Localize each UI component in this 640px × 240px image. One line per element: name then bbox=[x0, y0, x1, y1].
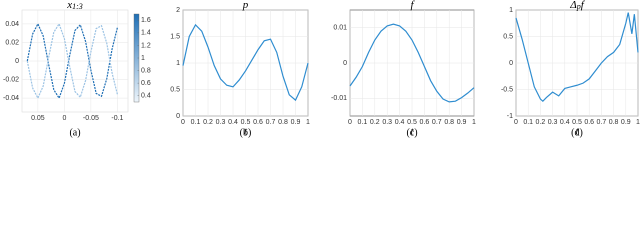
x-tick-label: 0 bbox=[514, 119, 518, 126]
caption: (b) bbox=[240, 127, 252, 138]
chart-title: Δpf bbox=[569, 0, 585, 11]
x-tick-label: 0.3 bbox=[382, 119, 392, 126]
chart-title: p bbox=[242, 0, 249, 11]
y-tick-label: -0.02 bbox=[3, 76, 19, 83]
title-part: f bbox=[581, 0, 586, 11]
title-part: Δ bbox=[569, 0, 576, 11]
x-tick-label: 0 bbox=[62, 115, 66, 122]
y-tick-label: 2 bbox=[176, 7, 180, 14]
x-tick-label: 0.2 bbox=[370, 119, 380, 126]
title-part: p bbox=[576, 2, 581, 11]
x-tick-label: 0.2 bbox=[203, 119, 213, 126]
chart-title: x1:3 bbox=[66, 0, 83, 11]
x-tick-label: 0.9 bbox=[621, 119, 631, 126]
data-line bbox=[26, 22, 118, 100]
y-tick-label: -0.5 bbox=[501, 86, 513, 93]
y-tick-label: 0 bbox=[509, 60, 513, 67]
y-tick-label: 0.01 bbox=[333, 25, 347, 32]
title-part: p bbox=[242, 0, 249, 11]
x-tick-label: 0.1 bbox=[191, 119, 201, 126]
y-tick-label: 1.5 bbox=[170, 33, 180, 40]
x-tick-label: 0.2 bbox=[536, 119, 546, 126]
x-tick-label: 0.5 bbox=[241, 119, 251, 126]
y-tick-label: -0.04 bbox=[3, 95, 19, 102]
x-tick-label: 0.1 bbox=[523, 119, 533, 126]
x-tick-label: 0.05 bbox=[31, 115, 45, 122]
x-tick-label: 0.8 bbox=[278, 119, 288, 126]
data-line bbox=[26, 22, 118, 100]
x-tick-label: 0.6 bbox=[584, 119, 594, 126]
colorbar-tick-label: 0.8 bbox=[141, 67, 151, 74]
x-tick-label: 0.7 bbox=[432, 119, 442, 126]
caption: (c) bbox=[406, 127, 417, 138]
chart-title: f bbox=[410, 0, 415, 11]
title-part: 1:3 bbox=[72, 2, 83, 11]
colorbar-tick-label: 1.6 bbox=[141, 17, 151, 24]
y-tick-label: 0.02 bbox=[5, 39, 19, 46]
y-tick-label: 0.5 bbox=[503, 33, 513, 40]
colorbar-tick-label: 1.4 bbox=[141, 30, 151, 37]
x-tick-label: 0.4 bbox=[395, 119, 405, 126]
x-tick-label: -0.05 bbox=[83, 115, 99, 122]
x-axis-label: t bbox=[575, 126, 579, 138]
y-tick-label: -1 bbox=[507, 113, 513, 120]
y-tick-label: 0.04 bbox=[5, 21, 19, 28]
y-tick-label: 0 bbox=[15, 58, 19, 65]
caption: (a) bbox=[69, 127, 80, 138]
x-tick-label: 0.6 bbox=[253, 119, 263, 126]
x-tick-label: 0.9 bbox=[291, 119, 301, 126]
data-line bbox=[349, 23, 475, 103]
y-tick-label: 1 bbox=[176, 60, 180, 67]
x-tick-label: 0.5 bbox=[407, 119, 417, 126]
x-tick-label: 1 bbox=[636, 119, 640, 126]
x-tick-label: 0.5 bbox=[572, 119, 582, 126]
x-tick-label: 1 bbox=[472, 119, 476, 126]
y-tick-label: -0.01 bbox=[331, 95, 347, 102]
y-tick-label: 1 bbox=[509, 7, 513, 14]
y-tick-label: 0 bbox=[176, 113, 180, 120]
x-tick-label: 0.7 bbox=[597, 119, 607, 126]
x-tick-label: -0.1 bbox=[111, 115, 123, 122]
colorbar-tick-label: 1 bbox=[141, 55, 145, 62]
y-tick-label: 0 bbox=[343, 60, 347, 67]
x-tick-label: 0 bbox=[348, 119, 352, 126]
caption: (d) bbox=[571, 127, 583, 138]
x-tick-label: 0.1 bbox=[358, 119, 368, 126]
colorbar-tick-label: 0.6 bbox=[141, 80, 151, 87]
x-tick-label: 0.9 bbox=[457, 119, 467, 126]
colorbar-tick-label: 1.2 bbox=[141, 42, 151, 49]
x-axis-label: t bbox=[244, 126, 248, 138]
data-line bbox=[515, 12, 639, 102]
colorbar-tick-label: 0.4 bbox=[141, 93, 151, 100]
x-tick-label: 0.6 bbox=[420, 119, 430, 126]
x-tick-label: 1 bbox=[306, 119, 310, 126]
x-tick-label: 0.3 bbox=[216, 119, 226, 126]
x-tick-label: 0.3 bbox=[548, 119, 558, 126]
x-tick-label: 0.8 bbox=[444, 119, 454, 126]
data-line bbox=[182, 23, 309, 102]
title-part: f bbox=[410, 0, 415, 11]
figure: 0.04 0.02 0 -0.02 -0.04 0.05 0 -0.05 -0.1 x1:3 (a)… bbox=[3, 0, 640, 138]
y-tick-label: 0.5 bbox=[170, 86, 180, 93]
x-tick-label: 0.4 bbox=[560, 119, 570, 126]
x-tick-label: 0.7 bbox=[266, 119, 276, 126]
x-axis-label: t bbox=[410, 126, 414, 138]
x-tick-label: 0.4 bbox=[228, 119, 238, 126]
x-tick-label: 0.8 bbox=[609, 119, 619, 126]
x-tick-label: 0 bbox=[181, 119, 185, 126]
title-part: x bbox=[66, 0, 72, 11]
